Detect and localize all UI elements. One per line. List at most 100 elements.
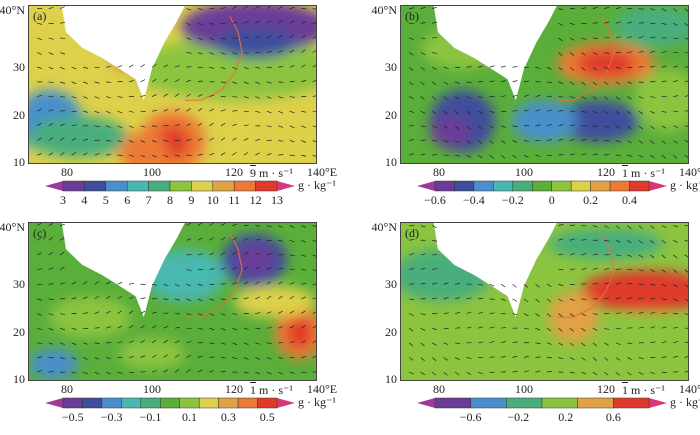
wind-vector	[673, 95, 679, 97]
wind-vector	[174, 65, 180, 68]
wind-vector	[243, 21, 249, 24]
wind-vector	[500, 326, 507, 329]
wind-vector	[604, 239, 610, 242]
wind-vector	[604, 81, 609, 86]
wind-vector	[266, 266, 272, 270]
wind-vector	[186, 223, 191, 226]
wind-vector	[604, 110, 609, 115]
wind-vector	[83, 110, 89, 113]
colorbar-segment	[434, 180, 455, 192]
colorbar-tick-label: 4	[81, 193, 88, 207]
wind-vector	[592, 37, 598, 39]
wind-vector	[650, 8, 656, 11]
wind-vector	[615, 357, 621, 361]
wind-vector	[151, 311, 157, 314]
wind-vector	[220, 66, 226, 70]
wind-vector	[592, 327, 598, 331]
colorbar-segment	[506, 397, 543, 409]
reference-vector-value: 1	[250, 383, 256, 397]
lat-tick-label: 20	[13, 325, 25, 339]
wind-vector	[255, 239, 261, 241]
wind-vector	[312, 125, 316, 128]
wind-vector	[615, 81, 621, 85]
wind-vector	[151, 94, 157, 97]
wind-vector	[558, 37, 563, 42]
wind-vector	[409, 37, 415, 40]
wind-vector	[312, 8, 316, 10]
wind-vector	[432, 282, 438, 285]
wind-vector	[523, 313, 529, 317]
wind-vector	[661, 283, 667, 287]
wind-vector	[163, 64, 169, 68]
lat-tick-label: 30	[385, 60, 397, 74]
wind-vector	[301, 239, 306, 243]
coastline	[184, 16, 243, 101]
wind-vector	[243, 251, 249, 256]
wind-vector	[615, 312, 621, 314]
wind-vector	[48, 81, 54, 84]
colorbar-segment	[570, 180, 591, 192]
wind-vector	[650, 154, 655, 159]
panel-label: (d)	[405, 226, 419, 240]
wind-vector	[278, 310, 283, 314]
wind-vector	[37, 369, 42, 373]
contour-map	[401, 6, 688, 163]
wind-vector	[512, 110, 518, 112]
wind-vector	[592, 66, 598, 71]
wind-vector	[60, 66, 65, 70]
wind-vector	[558, 313, 563, 317]
wind-vector	[420, 52, 426, 55]
wind-vector	[60, 110, 66, 112]
colorbar-segment	[62, 397, 83, 409]
wind-vector	[558, 298, 563, 302]
wind-vector	[466, 96, 472, 99]
wind-vector	[604, 21, 610, 24]
colorbar-segment	[233, 180, 256, 192]
wind-vector	[443, 110, 448, 115]
wind-vector	[684, 313, 688, 315]
wind-vector	[128, 125, 134, 129]
wind-vector	[432, 327, 438, 331]
wind-vector	[186, 123, 192, 127]
wind-vector	[220, 152, 226, 156]
wind-vector	[627, 36, 633, 39]
lat-tick-label: 40°N	[0, 3, 25, 17]
wind-vector	[186, 37, 192, 40]
wind-vector	[604, 140, 610, 142]
wind-vector	[420, 153, 426, 156]
contour-map	[29, 6, 316, 163]
wind-vector	[105, 110, 111, 114]
wind-vector	[151, 354, 157, 358]
wind-vector	[209, 356, 215, 358]
wind-vector	[535, 109, 541, 112]
wind-vector	[627, 154, 633, 157]
wind-vector	[232, 137, 237, 141]
wind-vector	[266, 281, 272, 285]
lat-tick-label: 10	[385, 372, 397, 386]
contour-region	[119, 131, 169, 163]
wind-vector	[477, 371, 483, 375]
wind-vector	[615, 36, 621, 39]
wind-vector	[627, 342, 633, 345]
wind-vector	[266, 295, 272, 300]
wind-vector	[477, 125, 483, 130]
wind-vector	[48, 267, 54, 270]
wind-vector	[684, 371, 688, 373]
colorbar-segment	[84, 180, 107, 192]
colorbar-max-extend	[277, 181, 295, 191]
wind-vector	[232, 237, 237, 241]
wind-vector	[174, 93, 180, 97]
wind-vector	[627, 371, 632, 376]
wind-vector	[209, 327, 215, 331]
wind-vector	[466, 357, 472, 360]
wind-vector	[512, 94, 518, 97]
wind-vector	[220, 251, 226, 256]
wind-vector	[581, 52, 586, 56]
wind-vector	[489, 140, 494, 144]
wind-vector	[209, 237, 214, 241]
wind-vector	[312, 22, 316, 24]
wind-vector	[638, 110, 644, 115]
wind-vector	[71, 371, 77, 374]
wind-vector	[312, 325, 316, 329]
wind-vector	[592, 342, 598, 347]
